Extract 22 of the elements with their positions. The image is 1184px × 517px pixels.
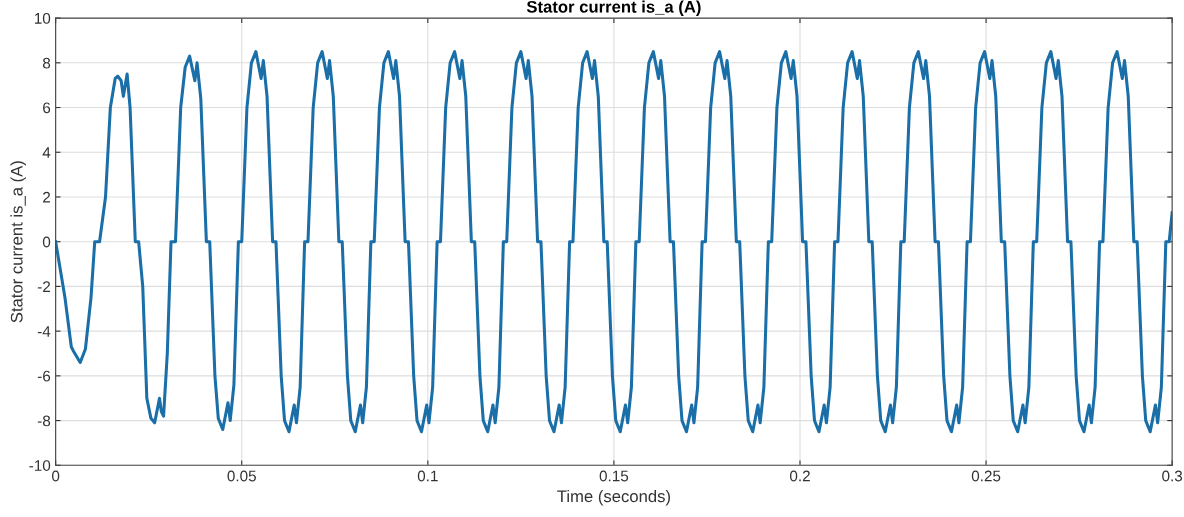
x-tick-label: 0.2	[789, 470, 810, 482]
y-tick-label: -4	[37, 326, 51, 337]
y-tick-label: 8	[42, 57, 51, 69]
y-tick-label: -6	[37, 370, 51, 382]
y-axis-title: Stator current is_a (A)	[10, 161, 26, 323]
y-tick-label: 4	[42, 147, 51, 158]
x-tick-label: 0.15	[599, 470, 629, 482]
x-axis-title: Time (seconds)	[557, 489, 670, 506]
y-tick-label: -8	[37, 415, 51, 427]
x-tick-label: 0.25	[971, 470, 1001, 482]
x-tick-label: 0.05	[227, 470, 256, 482]
x-tick-label: 0.1	[417, 470, 438, 482]
chart-title: Stator current is_a (A)	[526, 0, 701, 16]
y-tick-label: 10	[34, 12, 51, 24]
x-tick-label: 0	[52, 470, 60, 482]
x-tick-label: 0.3	[1162, 470, 1183, 482]
line-series	[55, 50, 1173, 434]
y-tick-label: -10	[29, 460, 51, 471]
y-tick-label: -2	[37, 281, 51, 292]
y-tick-label: 2	[43, 191, 51, 203]
y-tick-label: 6	[43, 102, 51, 114]
y-tick-label: 0	[42, 236, 51, 248]
